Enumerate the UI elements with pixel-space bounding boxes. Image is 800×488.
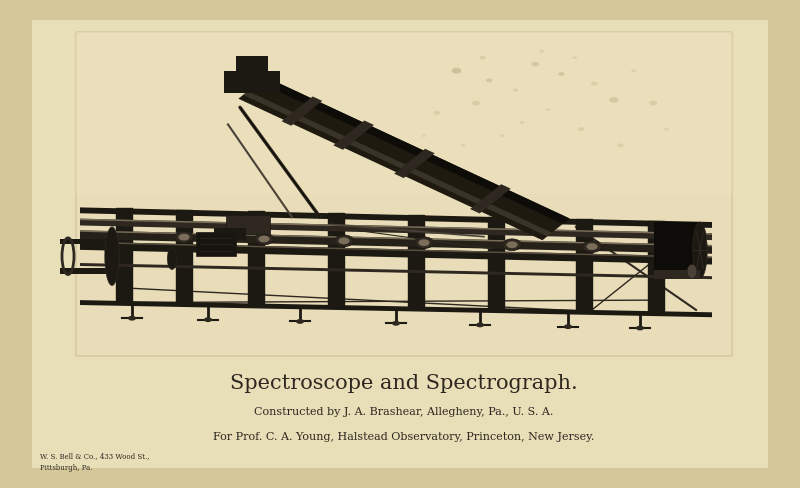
Ellipse shape bbox=[693, 222, 707, 279]
Circle shape bbox=[128, 316, 136, 321]
Circle shape bbox=[258, 236, 270, 243]
Circle shape bbox=[618, 143, 624, 147]
Polygon shape bbox=[80, 242, 712, 258]
Bar bbox=[60, 268, 112, 274]
Bar bbox=[236, 56, 268, 71]
Circle shape bbox=[452, 68, 462, 74]
Circle shape bbox=[564, 324, 572, 329]
Bar bbox=[214, 228, 246, 240]
Circle shape bbox=[414, 237, 434, 248]
Circle shape bbox=[422, 134, 426, 137]
Circle shape bbox=[472, 101, 480, 105]
Text: W. S. Bell & Co., 433 Wood St.,
Pittsburgh, Pa.: W. S. Bell & Co., 433 Wood St., Pittsbur… bbox=[40, 453, 150, 471]
Polygon shape bbox=[282, 97, 322, 126]
Circle shape bbox=[418, 239, 430, 246]
Circle shape bbox=[178, 234, 190, 241]
Bar bbox=[226, 215, 270, 234]
Bar bbox=[224, 71, 280, 93]
Circle shape bbox=[174, 231, 194, 243]
Circle shape bbox=[204, 317, 212, 322]
Circle shape bbox=[296, 319, 304, 324]
Polygon shape bbox=[238, 77, 570, 240]
Bar bbox=[60, 239, 112, 244]
Circle shape bbox=[572, 56, 577, 59]
Polygon shape bbox=[80, 219, 712, 235]
Circle shape bbox=[539, 50, 544, 53]
Bar bbox=[196, 232, 236, 256]
Polygon shape bbox=[258, 77, 570, 224]
Circle shape bbox=[334, 235, 354, 247]
Circle shape bbox=[502, 239, 522, 251]
Text: For Prof. C. A. Young, Halstead Observatory, Princeton, New Jersey.: For Prof. C. A. Young, Halstead Observat… bbox=[214, 432, 594, 442]
Circle shape bbox=[586, 243, 598, 250]
Ellipse shape bbox=[687, 264, 697, 278]
Circle shape bbox=[476, 323, 484, 327]
FancyBboxPatch shape bbox=[32, 20, 768, 468]
Circle shape bbox=[558, 72, 565, 76]
Circle shape bbox=[434, 111, 440, 115]
Circle shape bbox=[392, 321, 400, 326]
Circle shape bbox=[500, 134, 505, 137]
Circle shape bbox=[486, 79, 493, 82]
Polygon shape bbox=[80, 263, 712, 279]
Polygon shape bbox=[394, 149, 434, 178]
Circle shape bbox=[650, 101, 658, 105]
Polygon shape bbox=[80, 230, 712, 246]
Text: Constructed by J. A. Brashear, Allegheny, Pa., U. S. A.: Constructed by J. A. Brashear, Allegheny… bbox=[254, 407, 554, 417]
Bar bbox=[654, 222, 700, 279]
Circle shape bbox=[546, 108, 550, 111]
Polygon shape bbox=[470, 184, 510, 213]
Circle shape bbox=[338, 238, 350, 244]
Polygon shape bbox=[80, 207, 712, 228]
FancyBboxPatch shape bbox=[76, 32, 732, 356]
Circle shape bbox=[636, 325, 644, 330]
Circle shape bbox=[506, 242, 518, 248]
Circle shape bbox=[631, 69, 636, 72]
Circle shape bbox=[578, 127, 584, 131]
Polygon shape bbox=[80, 219, 712, 240]
Polygon shape bbox=[80, 300, 712, 317]
Circle shape bbox=[461, 144, 466, 147]
Circle shape bbox=[582, 241, 602, 252]
Circle shape bbox=[513, 89, 518, 92]
Polygon shape bbox=[80, 230, 712, 254]
FancyBboxPatch shape bbox=[76, 32, 732, 194]
Circle shape bbox=[664, 127, 669, 130]
Circle shape bbox=[609, 97, 618, 103]
Polygon shape bbox=[243, 91, 552, 236]
Ellipse shape bbox=[105, 227, 119, 285]
Circle shape bbox=[531, 61, 539, 66]
Circle shape bbox=[591, 81, 598, 85]
Bar bbox=[654, 270, 700, 279]
Circle shape bbox=[254, 233, 274, 245]
Circle shape bbox=[479, 56, 486, 60]
Ellipse shape bbox=[167, 248, 177, 269]
Polygon shape bbox=[80, 242, 712, 264]
Polygon shape bbox=[334, 121, 374, 150]
Circle shape bbox=[520, 121, 525, 124]
Text: Spectroscope and Spectrograph.: Spectroscope and Spectrograph. bbox=[230, 374, 578, 392]
